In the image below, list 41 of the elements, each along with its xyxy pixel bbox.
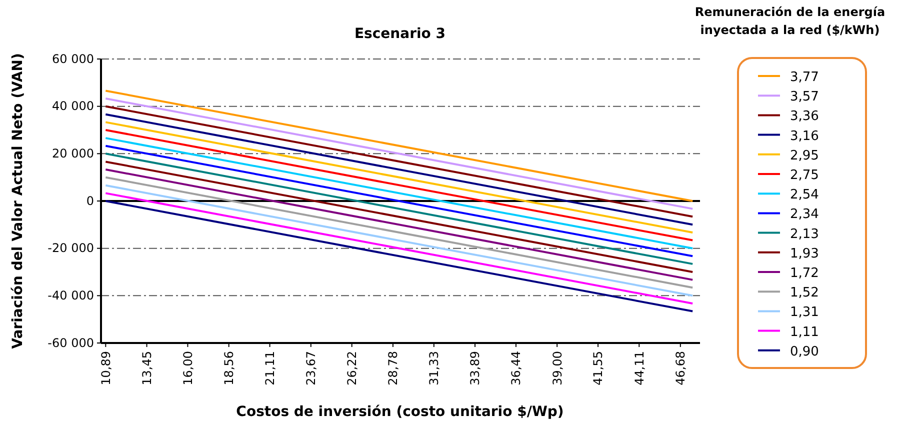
y-tick-label: 40 000 [52, 99, 94, 114]
legend-label: 3,77 [790, 70, 819, 85]
legend-label: 1,93 [790, 246, 819, 262]
x-tick-label: 21,11 [262, 351, 277, 386]
legend-label: 3,16 [790, 128, 819, 144]
x-axis-title: Costos de inversión (costo unitario $/Wp) [236, 404, 564, 420]
y-tick-label: 0 [86, 194, 94, 208]
x-tick-label: 44,11 [632, 351, 646, 386]
x-tick-label: 46,68 [674, 351, 688, 386]
y-tick-label: -20 000 [48, 241, 94, 256]
legend-label: 3,57 [790, 90, 819, 105]
legend-title: Remuneración de la energía inyectada a la red ($/kWh) [694, 5, 886, 37]
x-tick-label: 33,89 [468, 351, 482, 386]
legend-label: 2,34 [790, 207, 819, 222]
chart-title: Escenario 3 [354, 26, 446, 42]
legend-label: 3,36 [790, 109, 819, 124]
legend-label: 1,52 [790, 286, 819, 301]
legend-label: 2,13 [790, 226, 819, 242]
x-tick-label: 28,78 [386, 351, 400, 386]
y-tick-label: -40 000 [48, 288, 94, 303]
y-tick-label: 20 000 [52, 146, 94, 161]
y-tick-label: -60 000 [48, 336, 94, 350]
x-tick-label: 41,55 [591, 351, 606, 386]
x-tick-label: 36,44 [509, 351, 524, 386]
x-tick-label: 13,45 [140, 351, 154, 386]
x-tick-label: 39,00 [550, 351, 564, 386]
x-tick-label: 31,33 [427, 351, 442, 386]
x-tick-label: 23,67 [304, 351, 318, 386]
legend-label: 1,72 [790, 266, 819, 281]
legend-label: 2,95 [790, 148, 819, 164]
x-tick-label: 26,22 [345, 351, 360, 386]
legend-label: 1,11 [790, 324, 819, 340]
legend-label: 0,90 [790, 344, 819, 360]
x-tick-label: 18,56 [222, 351, 236, 386]
legend-label: 2,54 [790, 188, 819, 203]
legend-label: 2,75 [790, 168, 819, 183]
y-tick-label: 60 000 [52, 52, 94, 66]
y-axis-title: Variación del Valor Actual Neto (VAN) [10, 53, 26, 349]
legend-label: 1,31 [790, 305, 819, 320]
x-tick-label: 16,00 [180, 351, 195, 386]
x-tick-label: 10,89 [98, 351, 113, 386]
